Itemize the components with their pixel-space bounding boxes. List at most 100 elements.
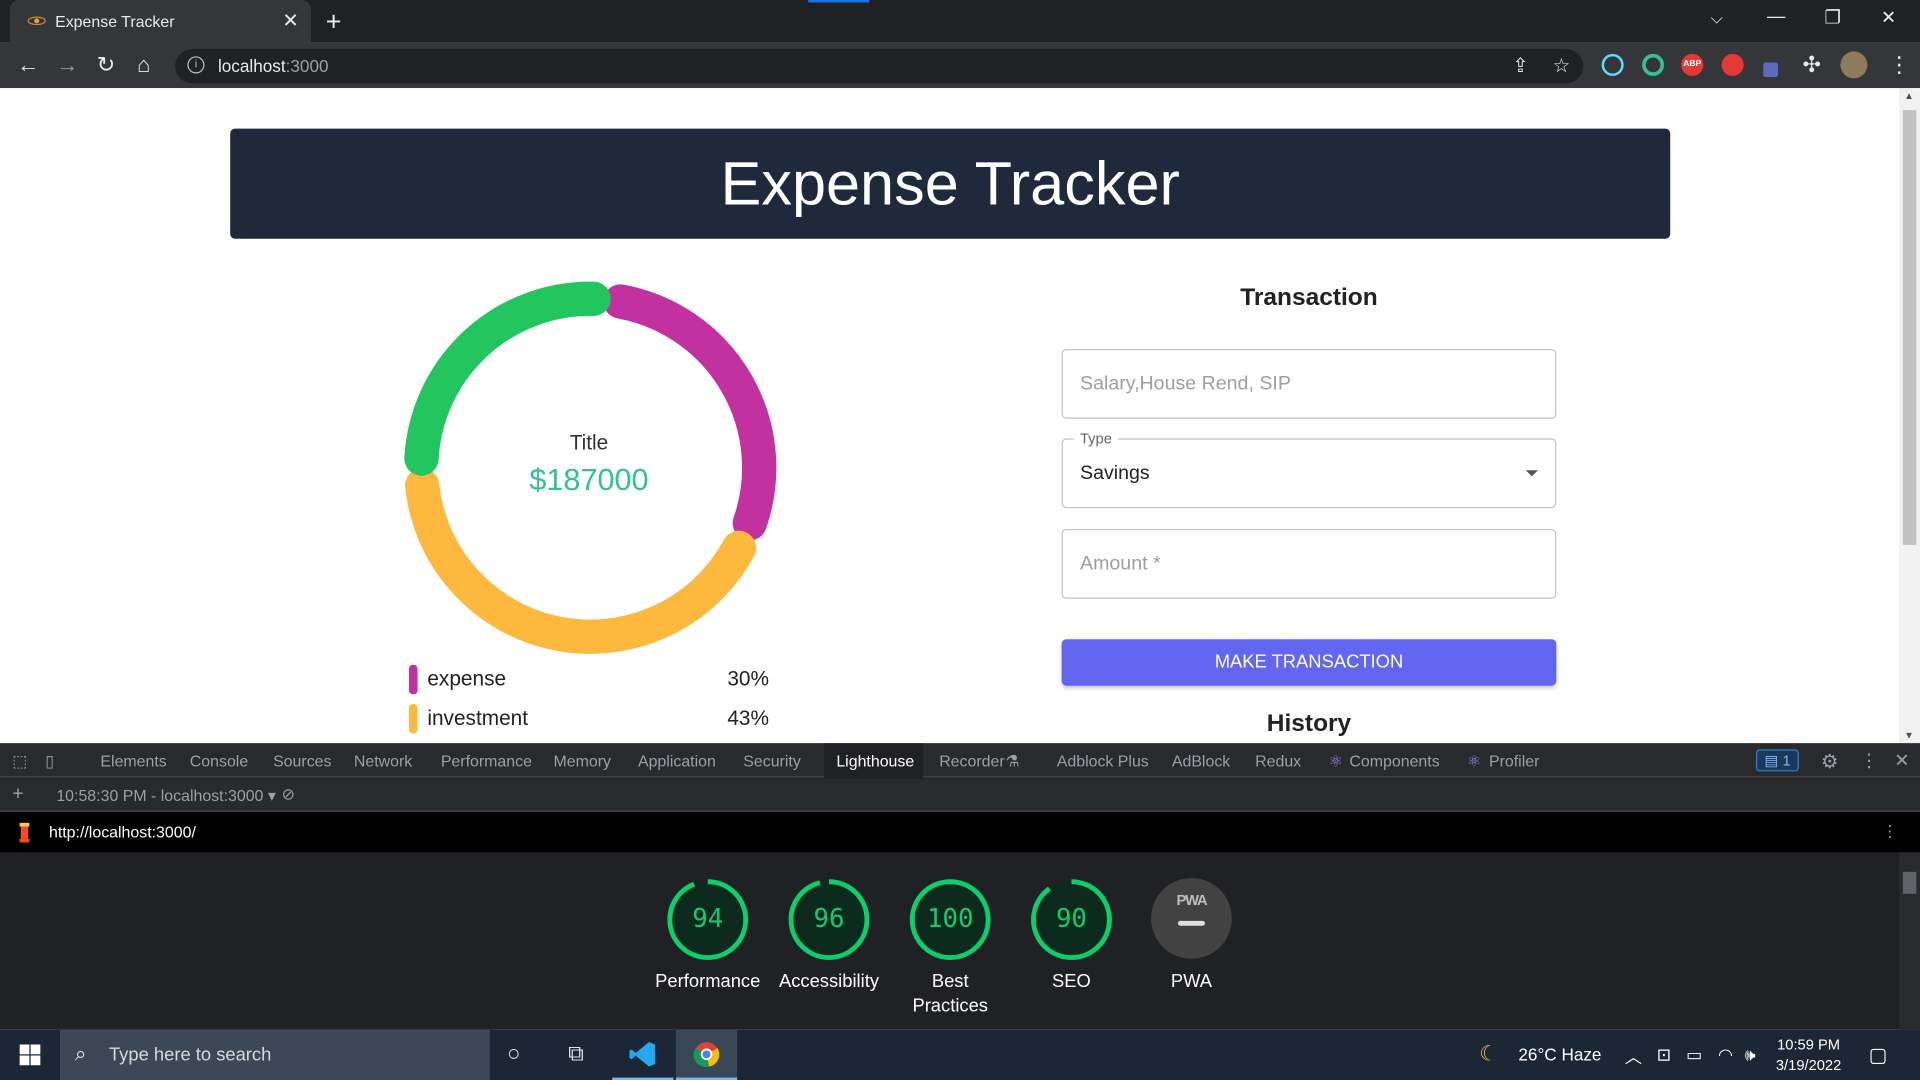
legend-label: investment	[427, 706, 529, 730]
devtools-scrollbar-thumb[interactable]	[1902, 871, 1917, 894]
report-selector[interactable]: 10:58:30 PM - localhost:3000 ▾	[56, 786, 275, 806]
task-view-icon[interactable]: ⧉	[568, 1040, 584, 1066]
battery-icon[interactable]: ▭	[1686, 1044, 1703, 1065]
tab-components[interactable]: Components	[1349, 751, 1440, 771]
legend-swatch	[408, 704, 418, 734]
devtools-close-icon[interactable]: ✕	[1894, 750, 1910, 772]
report-time: 10:58:30 PM - localhost:3000	[56, 786, 264, 805]
react-devtools-extension-icon[interactable]	[1601, 53, 1624, 76]
vscode-taskbar-app[interactable]	[612, 1030, 674, 1080]
chrome-icon	[693, 1042, 720, 1067]
tab-application[interactable]: Application	[637, 751, 716, 771]
address-url: localhost:3000	[218, 56, 329, 76]
new-report-icon[interactable]: +	[12, 783, 24, 805]
weather-text[interactable]: 26°C Haze	[1518, 1044, 1602, 1065]
tab-strip-indicator	[808, 0, 870, 3]
minimize-icon[interactable]: —	[1766, 6, 1786, 27]
browser-tab[interactable]: Expense Tracker ✕	[9, 0, 312, 43]
scrollbar-thumb[interactable]	[1902, 110, 1917, 545]
window-close-icon[interactable]: ✕	[1880, 7, 1897, 29]
react-favicon-icon	[27, 16, 46, 26]
cortana-icon[interactable]: ○	[506, 1040, 521, 1066]
tab-network[interactable]: Network	[353, 751, 413, 771]
devtools-scrollbar[interactable]	[1899, 852, 1920, 1030]
tab-adblock[interactable]: AdBlock	[1171, 751, 1231, 771]
taskbar-search[interactable]: ⌕ Type here to search	[60, 1029, 490, 1080]
tab-search-icon[interactable]: ⌵	[1710, 8, 1723, 27]
accessibility-score[interactable]: 96	[813, 903, 845, 934]
donut-segment-expense[interactable]	[603, 284, 777, 541]
forward-icon[interactable]: →	[56, 52, 79, 78]
tab-lighthouse[interactable]: Lighthouse	[836, 751, 915, 771]
settings-gear-icon[interactable]: ⚙	[1820, 751, 1839, 773]
donut-segment-savings[interactable]	[404, 281, 611, 476]
tab-sources[interactable]: Sources	[273, 751, 332, 771]
type-value: Savings	[1080, 462, 1150, 484]
tab-adblock-plus[interactable]: Adblock Plus	[1056, 751, 1149, 771]
show-hidden-icons[interactable]: ︿	[1624, 1046, 1643, 1067]
site-info-icon[interactable]: i	[187, 56, 205, 74]
page-scrollbar[interactable]: ▲ ▼	[1899, 88, 1920, 744]
amount-input[interactable]: Amount *	[1061, 528, 1557, 599]
legend-percent: 30%	[727, 667, 769, 691]
notification-icon[interactable]: ▢	[1868, 1045, 1888, 1067]
seo-score[interactable]: 90	[1055, 903, 1087, 934]
address-bar[interactable]: i localhost:3000 ⇪ ☆	[175, 48, 1584, 84]
extension-pen-icon[interactable]	[1763, 62, 1778, 78]
wifi-icon[interactable]: ◠	[1717, 1044, 1733, 1065]
chrome-menu-icon[interactable]: ⋮	[1888, 52, 1911, 78]
type-label: Type	[1073, 429, 1118, 447]
adblock-icon[interactable]	[1721, 53, 1744, 76]
search-placeholder: Type here to search	[108, 1044, 272, 1066]
profile-avatar[interactable]	[1840, 51, 1868, 79]
report-url[interactable]: http://localhost:3000/	[48, 822, 196, 842]
devtools-menu-icon[interactable]: ⋮	[1860, 750, 1879, 772]
restore-icon[interactable]: ❐	[1824, 7, 1841, 29]
system-clock[interactable]: 10:59 PM 3/19/2022	[1766, 1035, 1852, 1077]
share-icon[interactable]: ⇪	[1512, 56, 1529, 78]
home-icon[interactable]: ⌂	[137, 52, 151, 78]
scroll-down-icon[interactable]: ▼	[1904, 729, 1914, 741]
tab-profiler[interactable]: Profiler	[1488, 751, 1540, 771]
browser-toolbar: ← → ↻ ⌂ i localhost:3000 ⇪ ☆ ABP ✣ ⋮	[0, 42, 1920, 89]
transaction-name-input[interactable]: Salary,House Rend, SIP	[1061, 348, 1557, 419]
tab-performance[interactable]: Performance	[440, 751, 532, 771]
tab-security[interactable]: Security	[743, 751, 801, 771]
make-transaction-button[interactable]: MAKE TRANSACTION	[1061, 639, 1557, 686]
report-menu-icon[interactable]: ⋮	[1882, 821, 1898, 841]
inspect-element-icon[interactable]: ⬚	[12, 751, 28, 771]
new-tab-button[interactable]: +	[325, 6, 342, 37]
back-icon[interactable]: ←	[17, 52, 40, 78]
tab-console[interactable]: Console	[189, 751, 249, 771]
tab-close-icon[interactable]: ✕	[282, 11, 299, 32]
pwa-badge: PWA	[1176, 891, 1208, 909]
adblock-plus-icon[interactable]: ABP	[1681, 53, 1704, 76]
score-arc	[909, 879, 991, 961]
pwa-label: PWA	[1170, 971, 1213, 992]
reload-icon[interactable]: ↻	[96, 52, 116, 78]
components-react-icon: ⚛	[1328, 751, 1343, 771]
volume-icon[interactable]: 🕪	[1744, 1044, 1756, 1065]
browser-tab-strip: Expense Tracker ✕ + ⌵ — ❐ ✕	[0, 0, 1920, 43]
clear-reports-icon[interactable]: ⊘	[281, 784, 295, 804]
extension-circle-icon[interactable]	[1642, 53, 1665, 76]
meet-now-icon[interactable]: ⊡	[1656, 1044, 1672, 1065]
tab-elements[interactable]: Elements	[100, 751, 167, 771]
tab-redux[interactable]: Redux	[1255, 751, 1302, 771]
device-toolbar-icon[interactable]: ▯	[45, 751, 55, 771]
pwa-gauge[interactable]	[1151, 877, 1232, 959]
bookmark-star-icon[interactable]: ☆	[1552, 56, 1571, 78]
tab-memory[interactable]: Memory	[553, 751, 611, 771]
donut-segment-investment[interactable]	[405, 468, 757, 654]
performance-score[interactable]: 94	[692, 903, 724, 934]
chrome-taskbar-app[interactable]	[675, 1029, 738, 1080]
extensions-puzzle-icon[interactable]: ✣	[1802, 52, 1821, 78]
issues-badge[interactable]: ▤ 1	[1755, 749, 1800, 772]
best-practices-score[interactable]: 100	[926, 903, 974, 934]
scroll-up-icon[interactable]: ▲	[1904, 90, 1914, 102]
transaction-type-select[interactable]: Type Savings	[1061, 429, 1557, 509]
windows-start-icon[interactable]	[19, 1044, 41, 1066]
score-arc	[1031, 879, 1112, 961]
best-practices-label: Best Practices	[912, 971, 988, 1017]
tab-recorder[interactable]: Recorder	[939, 751, 1005, 771]
